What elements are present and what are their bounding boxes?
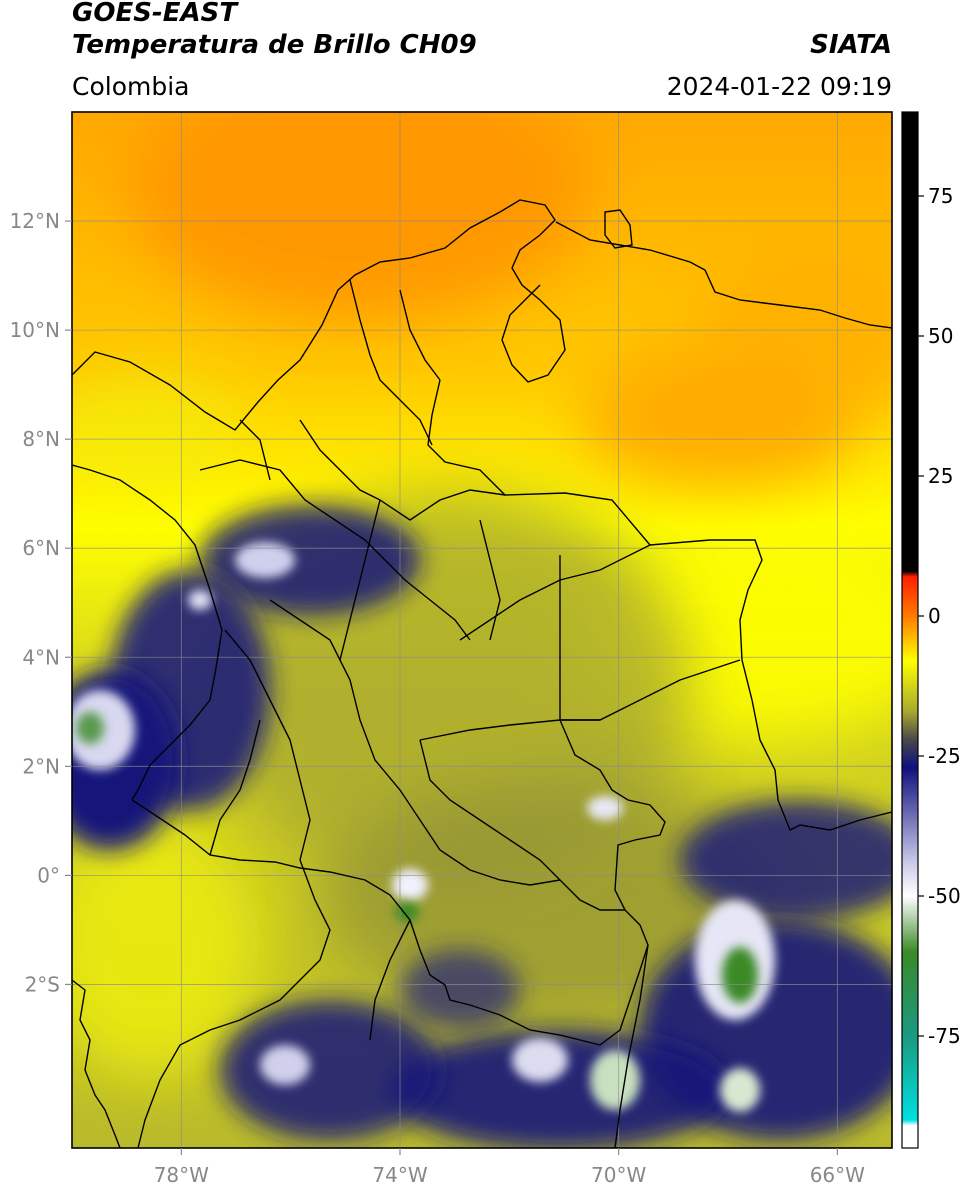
colorbar-tick-label: 25 bbox=[928, 464, 953, 488]
colorbar-tick-label: -50 bbox=[928, 884, 961, 908]
colorbar-tick-label: 75 bbox=[928, 184, 953, 208]
colorbar-frame bbox=[901, 111, 919, 1149]
longitude-axis: 78°W 74°W 70°W 66°W bbox=[154, 1148, 865, 1187]
lat-tick-label: 0° bbox=[37, 863, 60, 887]
lon-tick-label: 70°W bbox=[591, 1163, 646, 1187]
colorbar-gradient bbox=[902, 112, 918, 1148]
datetime-label: 2024-01-22 09:19 bbox=[666, 72, 892, 101]
colorbar-tick-label: -75 bbox=[928, 1024, 961, 1048]
country-borders bbox=[72, 199, 892, 1148]
lat-tick-label: 4°N bbox=[22, 645, 60, 669]
latitude-axis: 12°N 10°N 8°N 6°N 4°N 2°N 0° 2°S bbox=[10, 209, 72, 996]
lat-tick-label: 2°N bbox=[22, 754, 60, 778]
lat-tick-label: 12°N bbox=[10, 209, 60, 233]
satellite-title: GOES-EAST bbox=[72, 0, 238, 28]
lat-tick-label: 8°N bbox=[22, 427, 60, 451]
lat-tick-label: 10°N bbox=[10, 318, 60, 342]
map-frame bbox=[71, 111, 893, 1149]
lat-tick-label: 2°S bbox=[25, 972, 60, 996]
colorbar: 75 50 25 0 -25 -50 -75 bbox=[901, 111, 961, 1149]
colorbar-tick-label: -25 bbox=[928, 744, 961, 768]
product-title: Temperatura de Brillo CH09 bbox=[72, 30, 477, 60]
lat-tick-label: 6°N bbox=[22, 536, 60, 560]
brightness-temperature-field bbox=[72, 112, 892, 1148]
region-label: Colombia bbox=[72, 72, 190, 101]
lon-tick-label: 74°W bbox=[372, 1163, 427, 1187]
agency-label: SIATA bbox=[810, 30, 892, 60]
colorbar-tick-label: 50 bbox=[928, 324, 953, 348]
lon-tick-label: 66°W bbox=[810, 1163, 865, 1187]
colorbar-tick-label: 0 bbox=[928, 604, 941, 628]
lon-tick-label: 78°W bbox=[154, 1163, 209, 1187]
